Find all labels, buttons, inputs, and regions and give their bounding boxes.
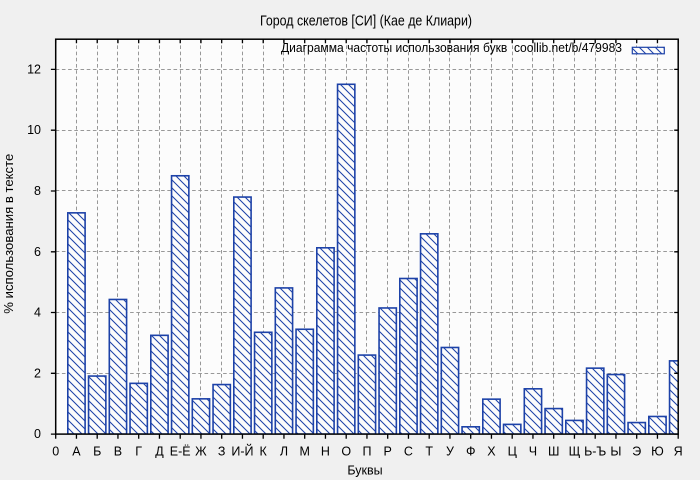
svg-text:У: У — [446, 444, 454, 458]
svg-text:12: 12 — [27, 62, 41, 76]
svg-text:О: О — [341, 444, 351, 458]
svg-text:И-Й: И-Й — [231, 443, 253, 458]
svg-text:Е-Ё: Е-Ё — [170, 444, 191, 458]
svg-text:Я: Я — [674, 444, 683, 458]
svg-text:Буквы: Буквы — [347, 463, 382, 477]
svg-text:В: В — [114, 444, 122, 458]
svg-text:Д: Д — [155, 444, 164, 458]
svg-text:А: А — [72, 444, 81, 458]
svg-text:Г: Г — [135, 444, 142, 458]
svg-text:Н: Н — [321, 444, 330, 458]
svg-text:Ш: Ш — [548, 444, 559, 458]
svg-text:М: М — [299, 444, 309, 458]
svg-text:% использования в тексте: % использования в тексте — [2, 154, 16, 314]
svg-text:Ч: Ч — [529, 444, 537, 458]
svg-text:8: 8 — [34, 184, 41, 198]
svg-text:Ы: Ы — [610, 444, 621, 458]
svg-text:К: К — [260, 444, 268, 458]
svg-text:Б: Б — [93, 444, 101, 458]
svg-text:Диаграмма частоты использовани: Диаграмма частоты использования букв coo… — [281, 41, 622, 55]
svg-text:Ь-Ъ: Ь-Ъ — [584, 444, 606, 458]
svg-text:Ц: Ц — [508, 444, 518, 458]
svg-text:Т: Т — [425, 444, 433, 458]
svg-text:4: 4 — [34, 306, 41, 320]
svg-text:2: 2 — [34, 366, 41, 380]
svg-text:0: 0 — [52, 444, 59, 458]
svg-text:П: П — [362, 444, 371, 458]
svg-text:Л: Л — [280, 444, 288, 458]
svg-text:З: З — [218, 444, 226, 458]
svg-text:Р: Р — [384, 444, 392, 458]
svg-text:Ю: Ю — [651, 444, 664, 458]
svg-text:Щ: Щ — [569, 444, 581, 458]
svg-text:С: С — [404, 444, 413, 458]
svg-text:6: 6 — [34, 245, 41, 259]
svg-text:Ф: Ф — [466, 444, 476, 458]
svg-text:Город скелетов [СИ] (Кае де Кл: Город скелетов [СИ] (Кае де Клиари) — [260, 12, 472, 29]
svg-text:Х: Х — [487, 444, 496, 458]
svg-text:10: 10 — [27, 123, 41, 137]
svg-text:0: 0 — [34, 427, 41, 441]
svg-text:Э: Э — [632, 444, 641, 458]
svg-text:Ж: Ж — [195, 444, 207, 458]
